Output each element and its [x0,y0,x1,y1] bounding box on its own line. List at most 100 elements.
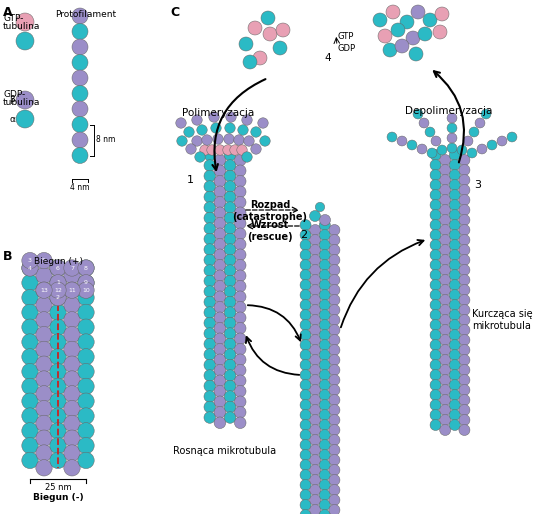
Circle shape [319,399,330,411]
Circle shape [425,127,435,137]
Circle shape [430,240,441,250]
Circle shape [78,289,94,306]
Circle shape [440,324,451,336]
Text: 3: 3 [28,258,32,263]
Circle shape [310,425,321,435]
Circle shape [409,47,423,61]
Circle shape [430,399,441,411]
Circle shape [319,289,330,301]
Circle shape [64,371,80,387]
Circle shape [224,201,236,213]
Circle shape [234,417,246,429]
Circle shape [50,378,66,395]
Circle shape [78,260,94,276]
Circle shape [310,274,321,285]
Circle shape [78,408,94,424]
Circle shape [440,214,451,226]
Circle shape [440,225,451,235]
Circle shape [234,260,246,271]
Circle shape [440,164,451,175]
Text: tubulina: tubulina [3,22,40,31]
Circle shape [224,170,236,182]
Circle shape [78,274,94,291]
Circle shape [226,112,236,122]
Circle shape [300,390,311,400]
Circle shape [440,285,451,296]
Circle shape [204,254,215,266]
Circle shape [310,364,321,376]
Circle shape [440,295,451,305]
Circle shape [400,15,414,29]
Circle shape [36,386,52,402]
Circle shape [214,249,226,261]
Circle shape [449,320,460,331]
Circle shape [440,355,451,365]
Circle shape [430,170,441,180]
Circle shape [459,414,470,426]
Circle shape [22,393,38,409]
Circle shape [36,445,52,461]
Circle shape [36,282,52,299]
Circle shape [449,370,460,380]
Circle shape [310,355,321,365]
Circle shape [447,123,457,133]
Circle shape [435,7,449,21]
Circle shape [224,412,236,424]
Circle shape [319,269,330,281]
Circle shape [204,286,215,297]
Circle shape [329,494,340,505]
Circle shape [497,136,507,146]
Circle shape [260,136,270,146]
Circle shape [419,118,429,128]
Circle shape [459,375,470,386]
Circle shape [319,249,330,261]
Circle shape [315,203,325,212]
Circle shape [214,281,226,292]
Circle shape [200,145,210,155]
Circle shape [72,85,88,101]
Text: Protofilament: Protofilament [55,10,116,19]
Circle shape [329,265,340,276]
Circle shape [397,136,407,146]
Circle shape [449,289,460,301]
Circle shape [310,434,321,446]
Circle shape [300,229,311,241]
Circle shape [300,509,311,514]
Circle shape [224,149,236,161]
Circle shape [440,405,451,415]
Circle shape [204,265,215,277]
Circle shape [36,356,52,373]
Circle shape [310,485,321,495]
Circle shape [214,270,226,282]
Text: GDP: GDP [338,44,356,53]
Circle shape [329,405,340,415]
Circle shape [214,386,226,397]
Circle shape [204,275,215,287]
Circle shape [449,150,460,160]
Circle shape [22,348,38,365]
Circle shape [224,296,236,308]
Circle shape [310,225,321,235]
Circle shape [319,439,330,450]
Circle shape [214,354,226,365]
Circle shape [319,509,330,514]
Circle shape [234,343,246,355]
Circle shape [64,386,80,402]
Circle shape [300,350,311,360]
Circle shape [430,370,441,380]
Circle shape [430,159,441,171]
Text: Biegun (-): Biegun (-) [33,493,83,502]
Text: Rosnąca mikrotubula: Rosnąca mikrotubula [174,446,277,456]
Circle shape [64,282,80,299]
Circle shape [204,170,215,182]
Circle shape [214,333,226,344]
Circle shape [329,245,340,255]
Text: GDP-: GDP- [3,90,25,99]
Circle shape [239,37,253,51]
Circle shape [195,152,205,162]
Text: tubulina: tubulina [3,98,40,107]
Text: 5: 5 [42,258,46,263]
Text: Biegun (+): Biegun (+) [33,257,83,266]
Circle shape [64,326,80,343]
Circle shape [440,254,451,266]
